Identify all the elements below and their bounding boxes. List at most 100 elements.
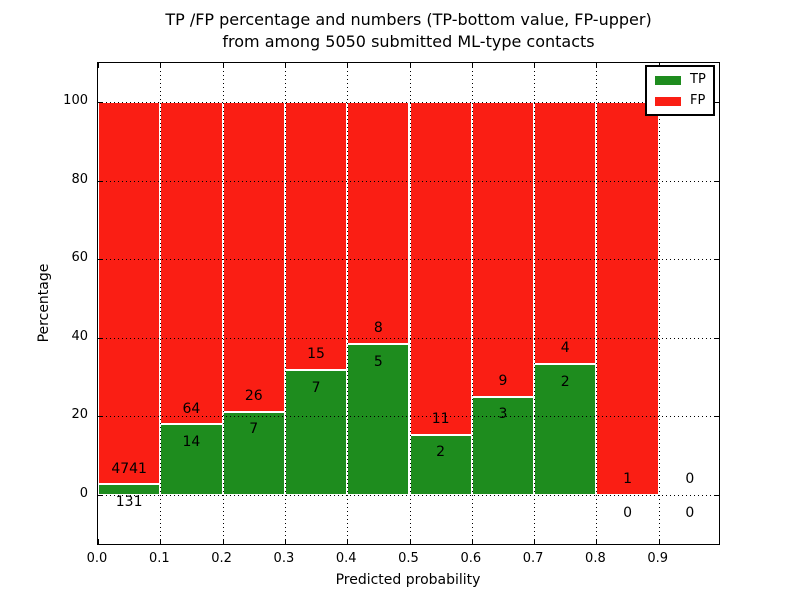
v-gridline: [658, 63, 660, 544]
chart-title: TP /FP percentage and numbers (TP-bottom…: [97, 9, 720, 53]
v-gridline: [160, 63, 162, 544]
bar-count-label-fp: 8: [373, 320, 383, 337]
x-tick-mark: [534, 539, 536, 544]
y-tick-label: 20: [71, 407, 88, 423]
legend-item-tp: TP: [655, 72, 706, 87]
bar-count-label-tp: 131: [115, 494, 143, 511]
x-tick-mark: [658, 539, 660, 544]
v-gridline: [471, 63, 473, 544]
x-tick-mark-top: [160, 63, 162, 68]
y-tick-mark-right: [714, 180, 719, 182]
v-gridline: [222, 63, 224, 544]
x-tick-mark: [471, 539, 473, 544]
bar-count-label-fp: 15: [307, 346, 325, 363]
y-tick-label: 80: [71, 171, 88, 187]
y-tick-mark-right: [714, 337, 719, 339]
h-gridline: [98, 180, 719, 182]
bar-count-label-fp: 26: [244, 387, 263, 404]
x-tick-mark: [347, 539, 349, 544]
bar-count-label-tp: 0: [623, 504, 633, 521]
legend-label-fp: FP: [690, 93, 706, 108]
x-tick-mark-top: [596, 63, 598, 68]
bar-count-label-fp: 4: [560, 340, 570, 357]
bar-count-label-tp: 14: [182, 434, 201, 451]
x-tick-mark-top: [284, 63, 286, 68]
bar-fp: [596, 102, 659, 495]
y-tick-mark-right: [714, 416, 719, 418]
bar-count-label-fp: 9: [498, 373, 508, 390]
x-tick-label: 0.2: [211, 551, 232, 566]
x-tick-label: 0.8: [585, 551, 606, 566]
y-tick-mark-right: [714, 102, 719, 104]
x-tick-label: 0.3: [273, 551, 295, 566]
x-tick-label: 0.6: [460, 551, 482, 566]
bar-count-label-tp: 0: [685, 504, 695, 521]
x-tick-mark: [222, 539, 224, 544]
x-tick-label: 0.5: [398, 551, 419, 566]
v-gridline: [284, 63, 286, 544]
bar-fp: [160, 102, 223, 425]
bar-fp: [222, 102, 285, 412]
x-tick-label: 0.1: [148, 551, 170, 566]
bar-count-label-fp: 11: [431, 410, 450, 427]
bar-tp: [347, 343, 410, 495]
legend: TP FP: [645, 65, 715, 116]
chart-title-line2: from among 5050 submitted ML-type contac…: [222, 32, 595, 51]
x-tick-mark: [409, 539, 411, 544]
h-gridline: [98, 416, 719, 418]
legend-label-tp: TP: [690, 72, 706, 87]
bar-count-label-tp: 2: [560, 373, 570, 390]
y-tick-label: 0: [79, 485, 88, 501]
y-tick-label: 40: [71, 328, 88, 344]
x-tick-mark-top: [98, 63, 99, 68]
y-tick-mark-right: [714, 494, 719, 496]
bar-fp: [409, 102, 472, 435]
x-tick-mark-top: [409, 63, 411, 68]
bar-fp: [471, 102, 535, 397]
bar-count-label-fp: 1: [623, 471, 633, 488]
bar-fp: [98, 102, 161, 485]
y-tick-mark-right: [714, 259, 719, 261]
x-tick-mark: [596, 539, 598, 544]
plot-area: 4741 131 64 14 26 7 15 7 8 5 11 2 9 3 4 2 1 0 0 0: [97, 62, 720, 545]
y-tick-mark: [98, 337, 103, 339]
x-tick-mark: [98, 539, 99, 544]
y-tick-mark: [98, 416, 103, 418]
y-tick-mark: [98, 180, 103, 182]
x-axis-label: Predicted probability: [335, 572, 481, 588]
legend-item-fp: FP: [655, 94, 705, 108]
bar-fp: [284, 102, 348, 370]
bar-count-label-tp: 2: [436, 444, 446, 461]
x-tick-mark-top: [347, 63, 349, 68]
legend-swatch-tp-icon: [655, 75, 681, 85]
x-tick-label: 0.4: [335, 551, 357, 566]
y-tick-label: 60: [71, 250, 88, 266]
bar-count-label-tp: 7: [249, 421, 259, 438]
bar-count-label-fp: 4741: [111, 460, 147, 477]
h-gridline: [98, 494, 719, 496]
bar-tp: [284, 370, 348, 495]
bar-tp: [534, 364, 597, 495]
bar-count-label-tp: 7: [311, 379, 321, 396]
bar-count-label-fp: 0: [685, 471, 695, 488]
x-tick-mark-top: [471, 63, 473, 68]
x-tick-mark-top: [222, 63, 224, 68]
bar-fp: [347, 102, 410, 344]
h-gridline: [98, 337, 719, 339]
bar-fp: [534, 102, 597, 365]
v-gridline: [596, 63, 598, 544]
v-gridline: [347, 63, 349, 544]
y-tick-mark: [98, 494, 103, 496]
x-tick-mark-top: [534, 63, 536, 68]
bar-count-label-tp: 5: [373, 353, 383, 370]
bar-tp: [471, 396, 535, 495]
bar-count-label-fp: 64: [182, 400, 201, 417]
x-tick-mark: [160, 539, 162, 544]
y-tick-mark: [98, 259, 103, 261]
x-tick-label: 0.9: [647, 551, 669, 566]
chart-title-line1: TP /FP percentage and numbers (TP-bottom…: [165, 10, 652, 29]
bar-tp: [160, 424, 223, 495]
y-tick-mark: [98, 102, 103, 104]
v-gridline: [534, 63, 536, 544]
